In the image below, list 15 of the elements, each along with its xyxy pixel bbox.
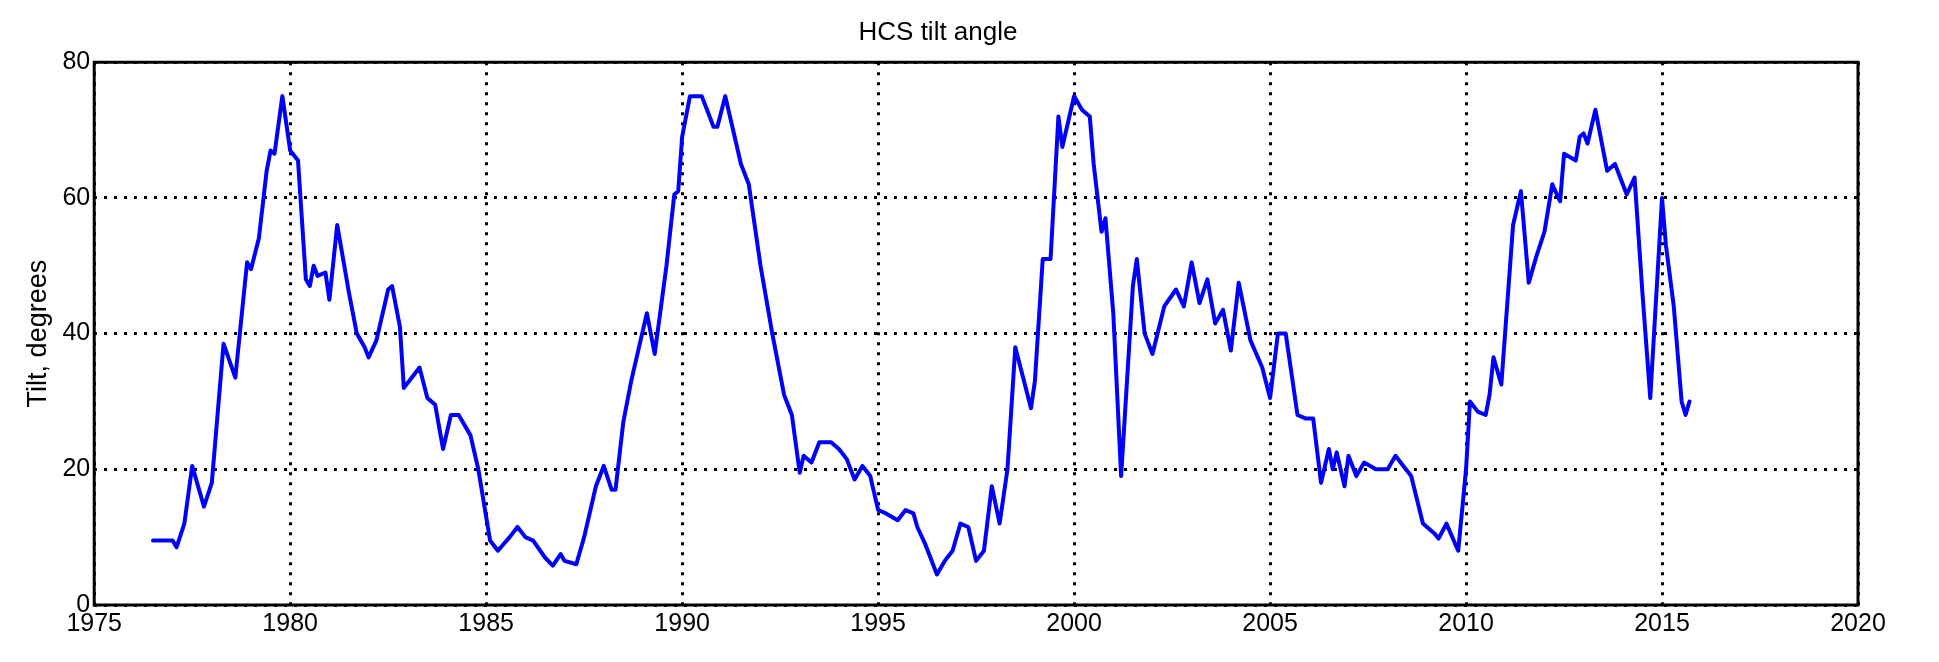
y-tick-label: 80	[62, 46, 91, 75]
y-tick-label: 60	[62, 181, 91, 210]
chart-title: HCS tilt angle	[858, 15, 1018, 46]
x-tick-label: 2015	[1634, 607, 1690, 636]
x-tick-label: 1995	[850, 607, 906, 636]
x-tick-label: 2010	[1438, 607, 1494, 636]
y-tick-label: 20	[62, 453, 91, 482]
x-tick-label: 1985	[458, 607, 514, 636]
x-tick-label: 2000	[1046, 607, 1102, 636]
y-tick-label: 40	[62, 317, 91, 346]
x-tick-label: 2020	[1830, 607, 1886, 636]
x-tick-label: 1980	[262, 607, 318, 636]
y-axis-title: Tilt, degrees	[21, 259, 52, 408]
x-tick-label: 2005	[1242, 607, 1298, 636]
x-tick-label: 1990	[654, 607, 710, 636]
